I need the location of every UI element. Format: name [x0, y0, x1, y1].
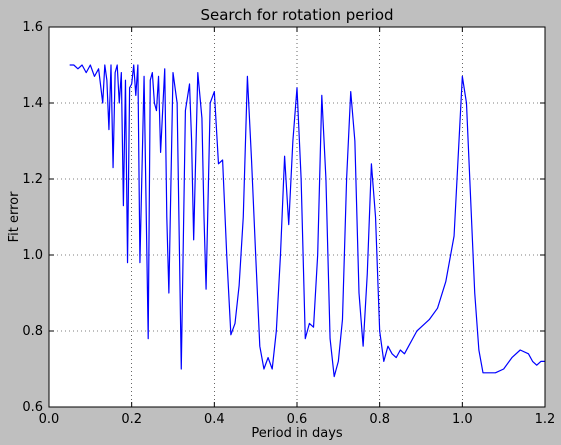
y-tick-label: 1.2: [22, 172, 43, 187]
series-line: [69, 64, 545, 378]
y-tick-label: 1.6: [22, 20, 43, 35]
x-tick-label: 1.0: [452, 412, 473, 427]
x-tick-label: 0.0: [39, 412, 60, 427]
y-tick-label: 1.0: [22, 248, 43, 263]
x-tick-label: 0.8: [369, 412, 390, 427]
tick-labels: 0.0 0.2 0.4 0.6 0.8 1.0 1.2 0.6 0.8 1.0 1.2 1.4 1.6: [22, 20, 555, 427]
x-tick-label: 0.4: [204, 412, 225, 427]
chart-title: Search for rotation period: [200, 6, 393, 24]
x-tick-label: 0.6: [287, 412, 308, 427]
x-tick-label: 1.2: [535, 412, 556, 427]
plot-area-frame: [48, 26, 546, 408]
x-axis-label: Period in days: [251, 426, 343, 441]
y-tick-label: 0.6: [22, 400, 43, 415]
y-tick-label: 1.4: [22, 96, 43, 111]
grid-lines: [49, 27, 545, 407]
series-lines: [69, 64, 545, 378]
y-tick-label: 0.8: [22, 324, 43, 339]
x-tick-label: 0.2: [121, 412, 142, 427]
y-axis-label: Fit error: [7, 191, 22, 243]
